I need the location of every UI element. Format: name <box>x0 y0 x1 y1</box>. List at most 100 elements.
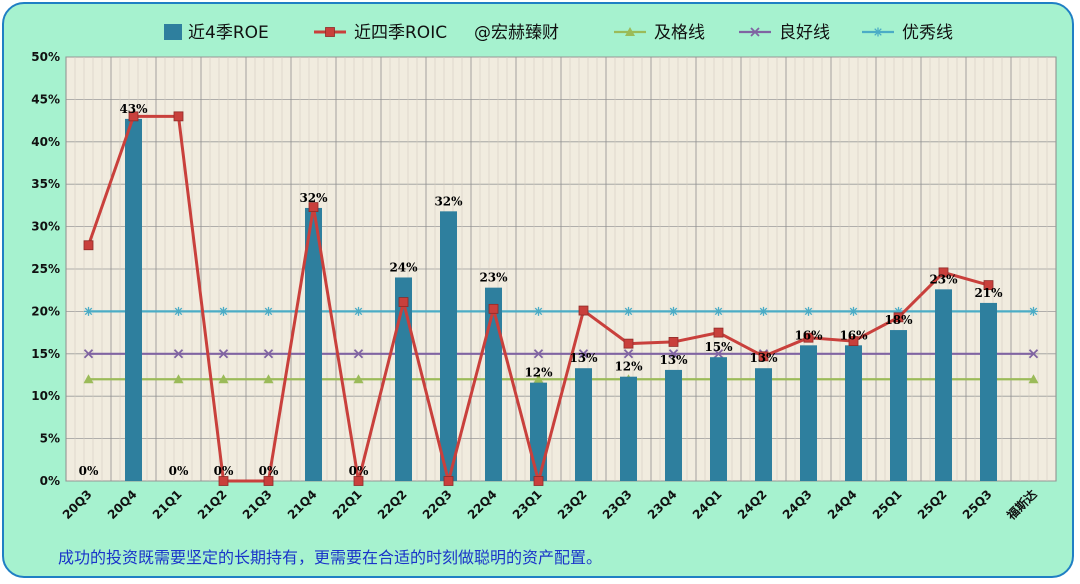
y-tick-label: 0% <box>40 474 60 488</box>
legend-marker <box>750 27 760 37</box>
legend-label: 及格线 <box>654 23 705 43</box>
data-point <box>173 374 184 384</box>
data-point <box>263 374 274 384</box>
data-point <box>759 306 768 316</box>
x-tick-label: 23Q4 <box>645 487 680 522</box>
x-tick-label: 22Q3 <box>420 487 455 522</box>
data-point <box>1028 374 1039 384</box>
bar <box>755 368 772 481</box>
legend-swatch <box>164 24 182 40</box>
data-point <box>219 306 228 316</box>
data-point <box>893 312 904 323</box>
y-tick-label: 30% <box>31 220 60 234</box>
y-tick-label: 45% <box>31 92 60 106</box>
data-point <box>353 374 364 384</box>
x-tick-label: 23Q2 <box>555 487 590 522</box>
bar <box>710 357 727 481</box>
legend-label: 近四季ROIC <box>354 23 447 43</box>
bar <box>485 287 502 481</box>
data-point <box>668 349 679 359</box>
data-point <box>308 202 319 212</box>
series-bars <box>125 118 997 482</box>
bar <box>575 368 592 481</box>
y-tick-label: 15% <box>31 347 60 361</box>
data-point <box>173 349 184 359</box>
data-point <box>714 306 723 316</box>
data-point <box>218 349 229 359</box>
data-point <box>624 306 633 316</box>
x-tick-label: 22Q4 <box>465 487 500 522</box>
bar <box>800 345 817 481</box>
watermark-label: @宏赫臻财 <box>474 23 559 43</box>
bar <box>620 376 637 481</box>
data-point <box>848 336 859 346</box>
x-tick-label: 25Q2 <box>915 487 950 522</box>
chart-frame: 0% 5% 10% 15% 20% 25% 30% 35% 40% 45% 50% 20Q3 20Q4 2… <box>2 2 1074 578</box>
x-tick-label: 21Q3 <box>240 487 275 522</box>
legend: 近4季ROE 近四季ROIC @宏赫臻财 及格线 良好线 优秀线 <box>164 23 953 43</box>
x-tick-label: 24Q4 <box>825 487 860 522</box>
y-tick-label: 25% <box>31 262 60 276</box>
bar <box>125 118 142 482</box>
x-tick-label: 22Q2 <box>375 487 410 522</box>
x-tick-label: 24Q1 <box>690 487 725 522</box>
data-point <box>623 338 634 349</box>
data-point <box>128 111 139 122</box>
bar-data-label: 43% <box>119 102 148 116</box>
bar <box>530 382 547 481</box>
bar-data-label: 16% <box>794 328 823 342</box>
bar-data-label: 32% <box>299 191 328 205</box>
bar-data-label: 0% <box>169 464 189 478</box>
bar-data-label: 15% <box>704 340 733 354</box>
bar-data-label: 0% <box>259 464 279 478</box>
bar <box>665 369 682 481</box>
x-tick-label: 21Q1 <box>150 487 185 522</box>
data-point <box>264 306 273 316</box>
data-point <box>398 297 409 307</box>
legend-label: 优秀线 <box>902 23 953 43</box>
bar <box>980 302 997 481</box>
data-point <box>353 349 364 359</box>
x-tick-label: 22Q1 <box>330 487 365 522</box>
bar-data-label: 12% <box>614 360 643 374</box>
data-point <box>218 476 229 486</box>
x-tick-label: 21Q4 <box>285 487 320 522</box>
bar-data-label: 13% <box>569 351 598 365</box>
bar-data-label: 0% <box>349 464 369 478</box>
x-tick-label: 20Q4 <box>105 487 140 522</box>
x-tick-label: 24Q3 <box>780 487 815 522</box>
data-point <box>83 240 94 251</box>
x-tick-label: 23Q3 <box>600 487 635 522</box>
bar <box>440 211 457 481</box>
data-point <box>669 306 678 316</box>
data-point <box>353 476 364 486</box>
x-tick-label: 福斯达 <box>1003 487 1040 524</box>
bar-data-label: 0% <box>79 464 99 478</box>
data-point <box>849 306 858 316</box>
series-line-0 <box>83 111 994 486</box>
y-tick-label: 35% <box>31 177 60 191</box>
bar-data-label: 12% <box>524 366 553 380</box>
x-tick-label: 25Q1 <box>870 487 905 522</box>
data-point <box>354 306 363 316</box>
data-point <box>668 337 679 347</box>
legend-label: 良好线 <box>779 23 830 43</box>
x-tick-label: 25Q3 <box>960 487 995 522</box>
bar <box>395 277 412 481</box>
data-point <box>804 306 813 316</box>
data-point <box>938 267 949 278</box>
data-point <box>174 306 183 316</box>
data-point <box>534 306 543 316</box>
legend-marker <box>625 27 635 36</box>
bar <box>890 330 907 481</box>
data-point <box>1028 349 1039 359</box>
roe-roic-chart: 0% 5% 10% 15% 20% 25% 30% 35% 40% 45% 50% 20Q3 20Q4 2… <box>31 23 1057 524</box>
data-point <box>443 476 454 486</box>
data-point <box>83 374 94 384</box>
data-point <box>713 327 724 338</box>
x-tick-label: 24Q2 <box>735 487 770 522</box>
legend-marker <box>873 27 883 37</box>
footer-note: 成功的投资既需要坚定的长期持有，更需要在合适的时刻做聪明的资产配置。 <box>58 548 603 567</box>
bar-data-label: 16% <box>839 328 868 342</box>
data-point <box>623 349 634 359</box>
